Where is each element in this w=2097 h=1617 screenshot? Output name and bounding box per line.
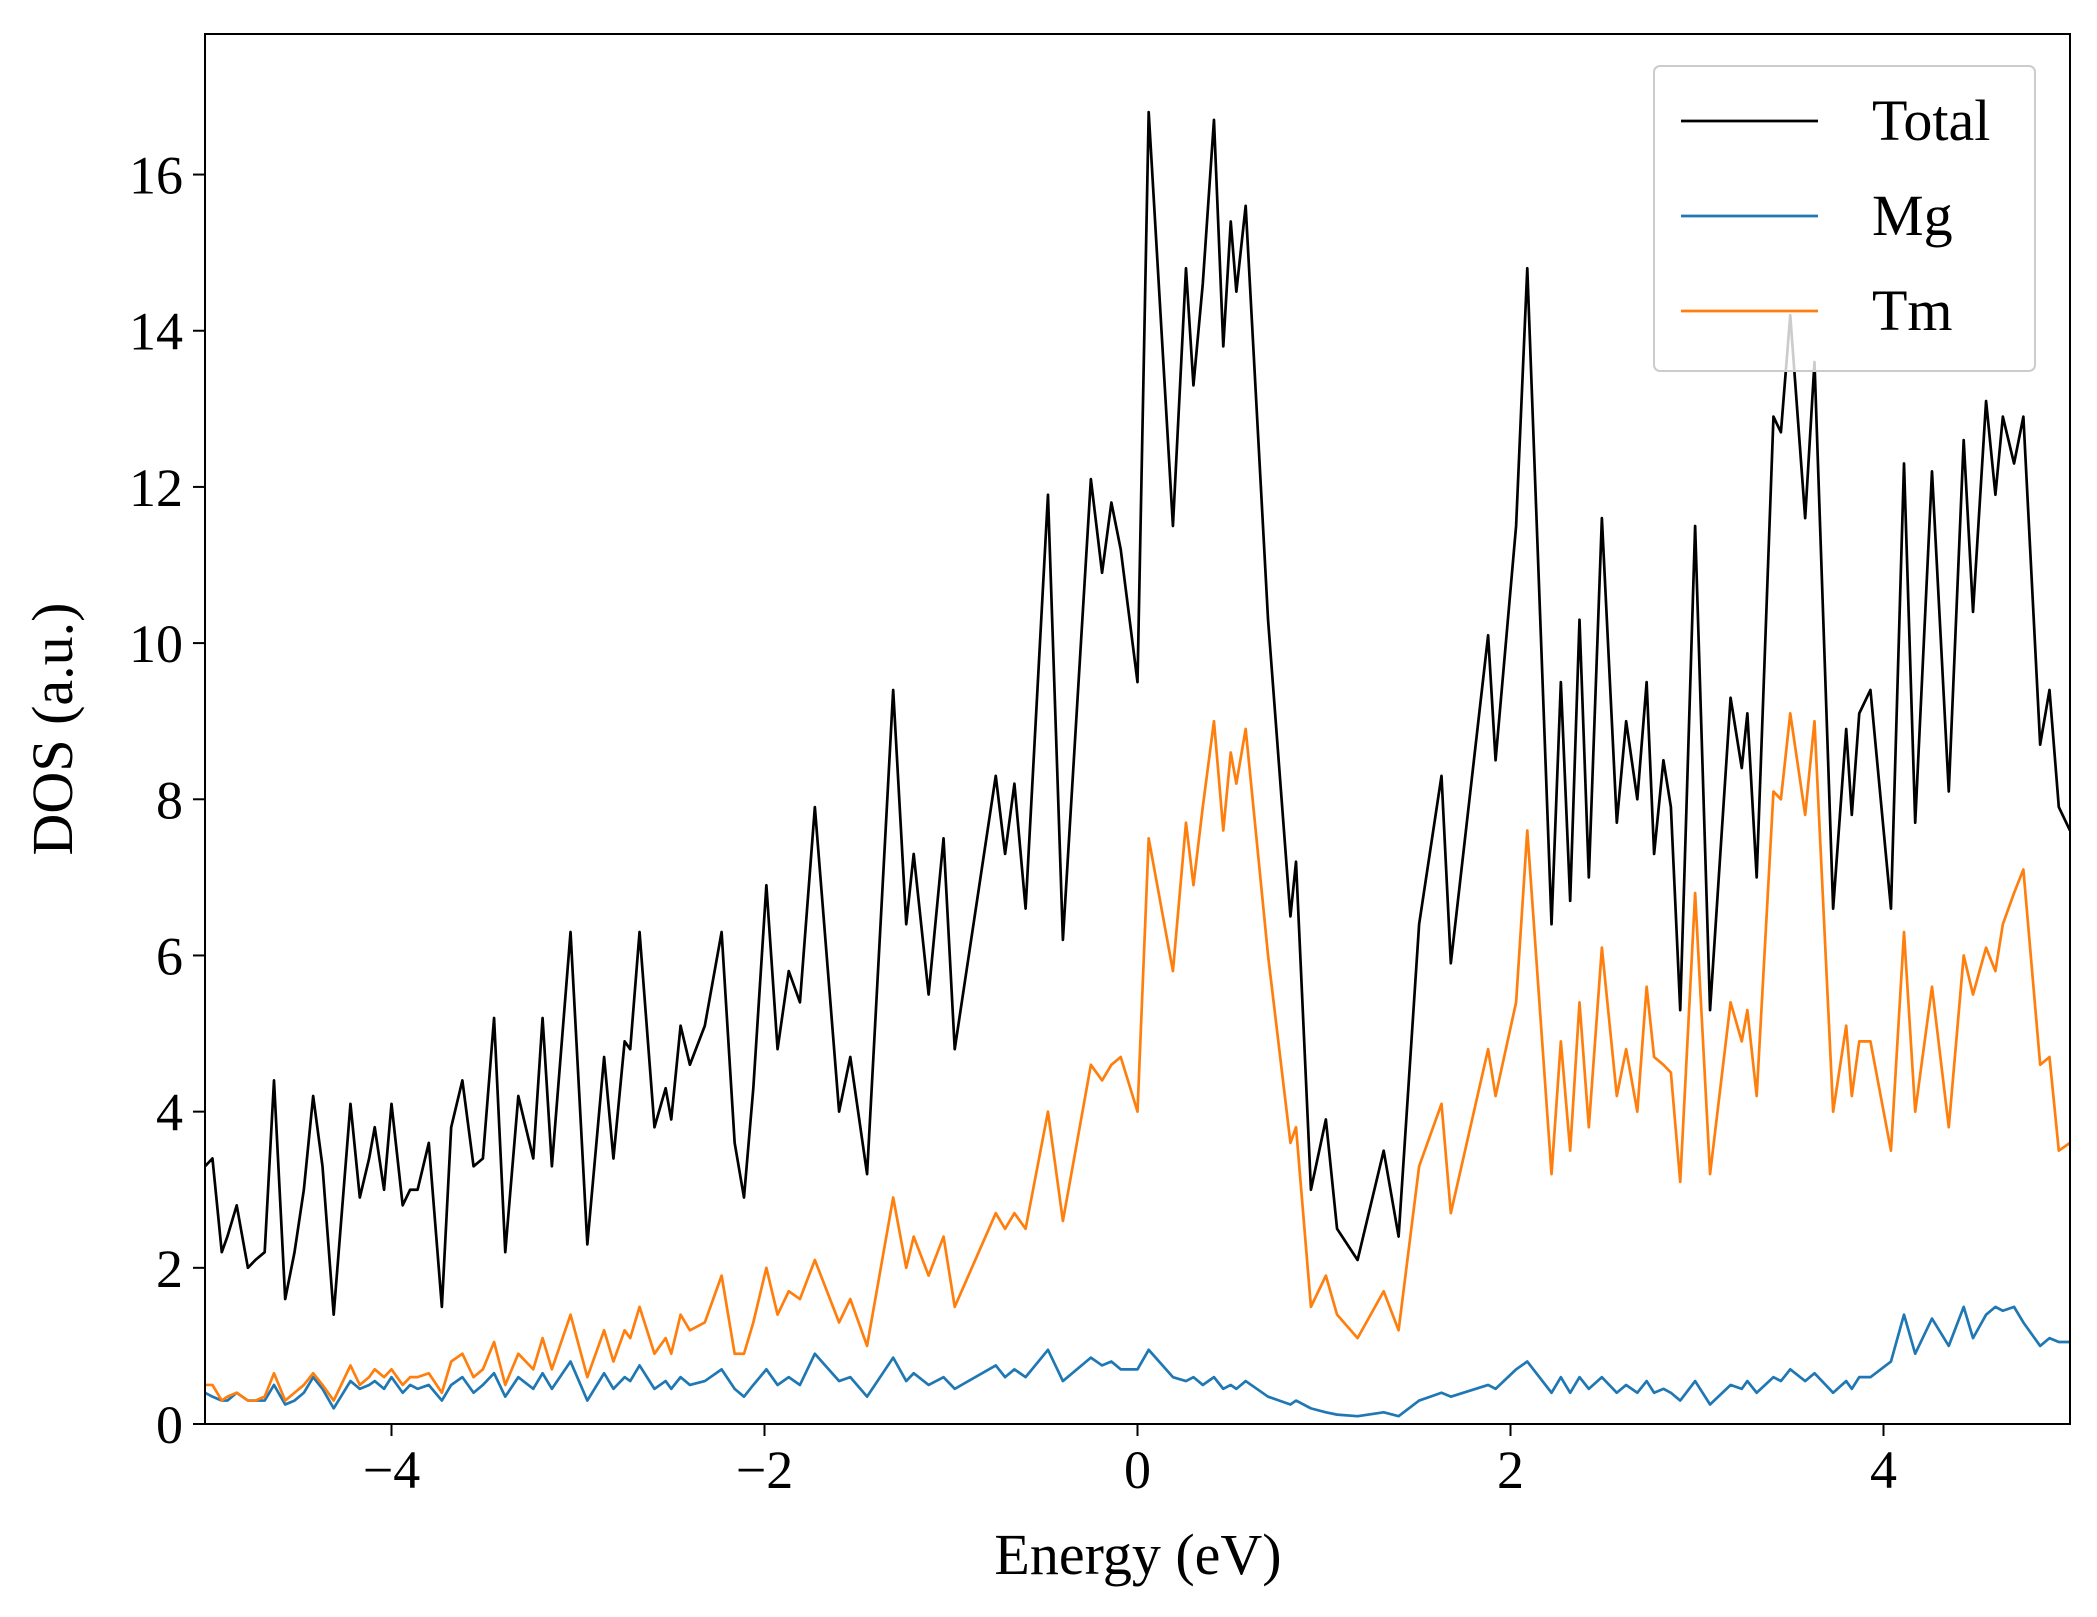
y-axis-label: DOS (a.u.)	[20, 603, 85, 856]
series-line	[205, 1305, 2070, 1418]
legend-label: Mg	[1872, 183, 1953, 248]
x-tick-label: −4	[363, 1440, 420, 1500]
x-tick-label: 2	[1497, 1440, 1524, 1500]
y-tick-label: 8	[156, 770, 183, 830]
legend-label: Total	[1872, 88, 1990, 153]
y-tick-label: 12	[129, 458, 183, 518]
y-tick-label: 16	[129, 146, 183, 206]
x-axis-label: Energy (eV)	[994, 1522, 1281, 1587]
y-tick-label: 4	[156, 1083, 183, 1143]
legend-box	[1653, 65, 2036, 372]
series-line	[205, 110, 2070, 1317]
y-tick-label: 0	[156, 1395, 183, 1455]
x-tick-label: −2	[736, 1440, 793, 1500]
series-line	[205, 712, 2070, 1402]
x-tick-label: 0	[1124, 1440, 1151, 1500]
y-tick-label: 10	[129, 614, 183, 674]
y-tick-label: 14	[129, 302, 183, 362]
y-tick-label: 6	[156, 926, 183, 986]
legend-label: Tm	[1872, 278, 1953, 343]
x-tick-label: 4	[1870, 1440, 1897, 1500]
y-tick-label: 2	[156, 1239, 183, 1299]
